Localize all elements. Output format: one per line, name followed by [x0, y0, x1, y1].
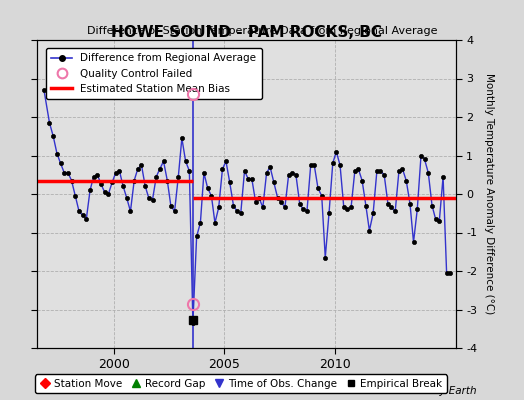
Text: Difference of Station Temperature Data from Regional Average: Difference of Station Temperature Data f… [87, 26, 437, 36]
Text: Berkeley Earth: Berkeley Earth [400, 386, 477, 396]
Y-axis label: Monthly Temperature Anomaly Difference (°C): Monthly Temperature Anomaly Difference (… [484, 73, 494, 315]
Legend: Difference from Regional Average, Quality Control Failed, Estimated Station Mean: Difference from Regional Average, Qualit… [46, 48, 261, 99]
Legend: Station Move, Record Gap, Time of Obs. Change, Empirical Break: Station Move, Record Gap, Time of Obs. C… [35, 374, 447, 393]
Title: HOWE SOUND - PAM ROCKS, BC: HOWE SOUND - PAM ROCKS, BC [111, 25, 382, 40]
